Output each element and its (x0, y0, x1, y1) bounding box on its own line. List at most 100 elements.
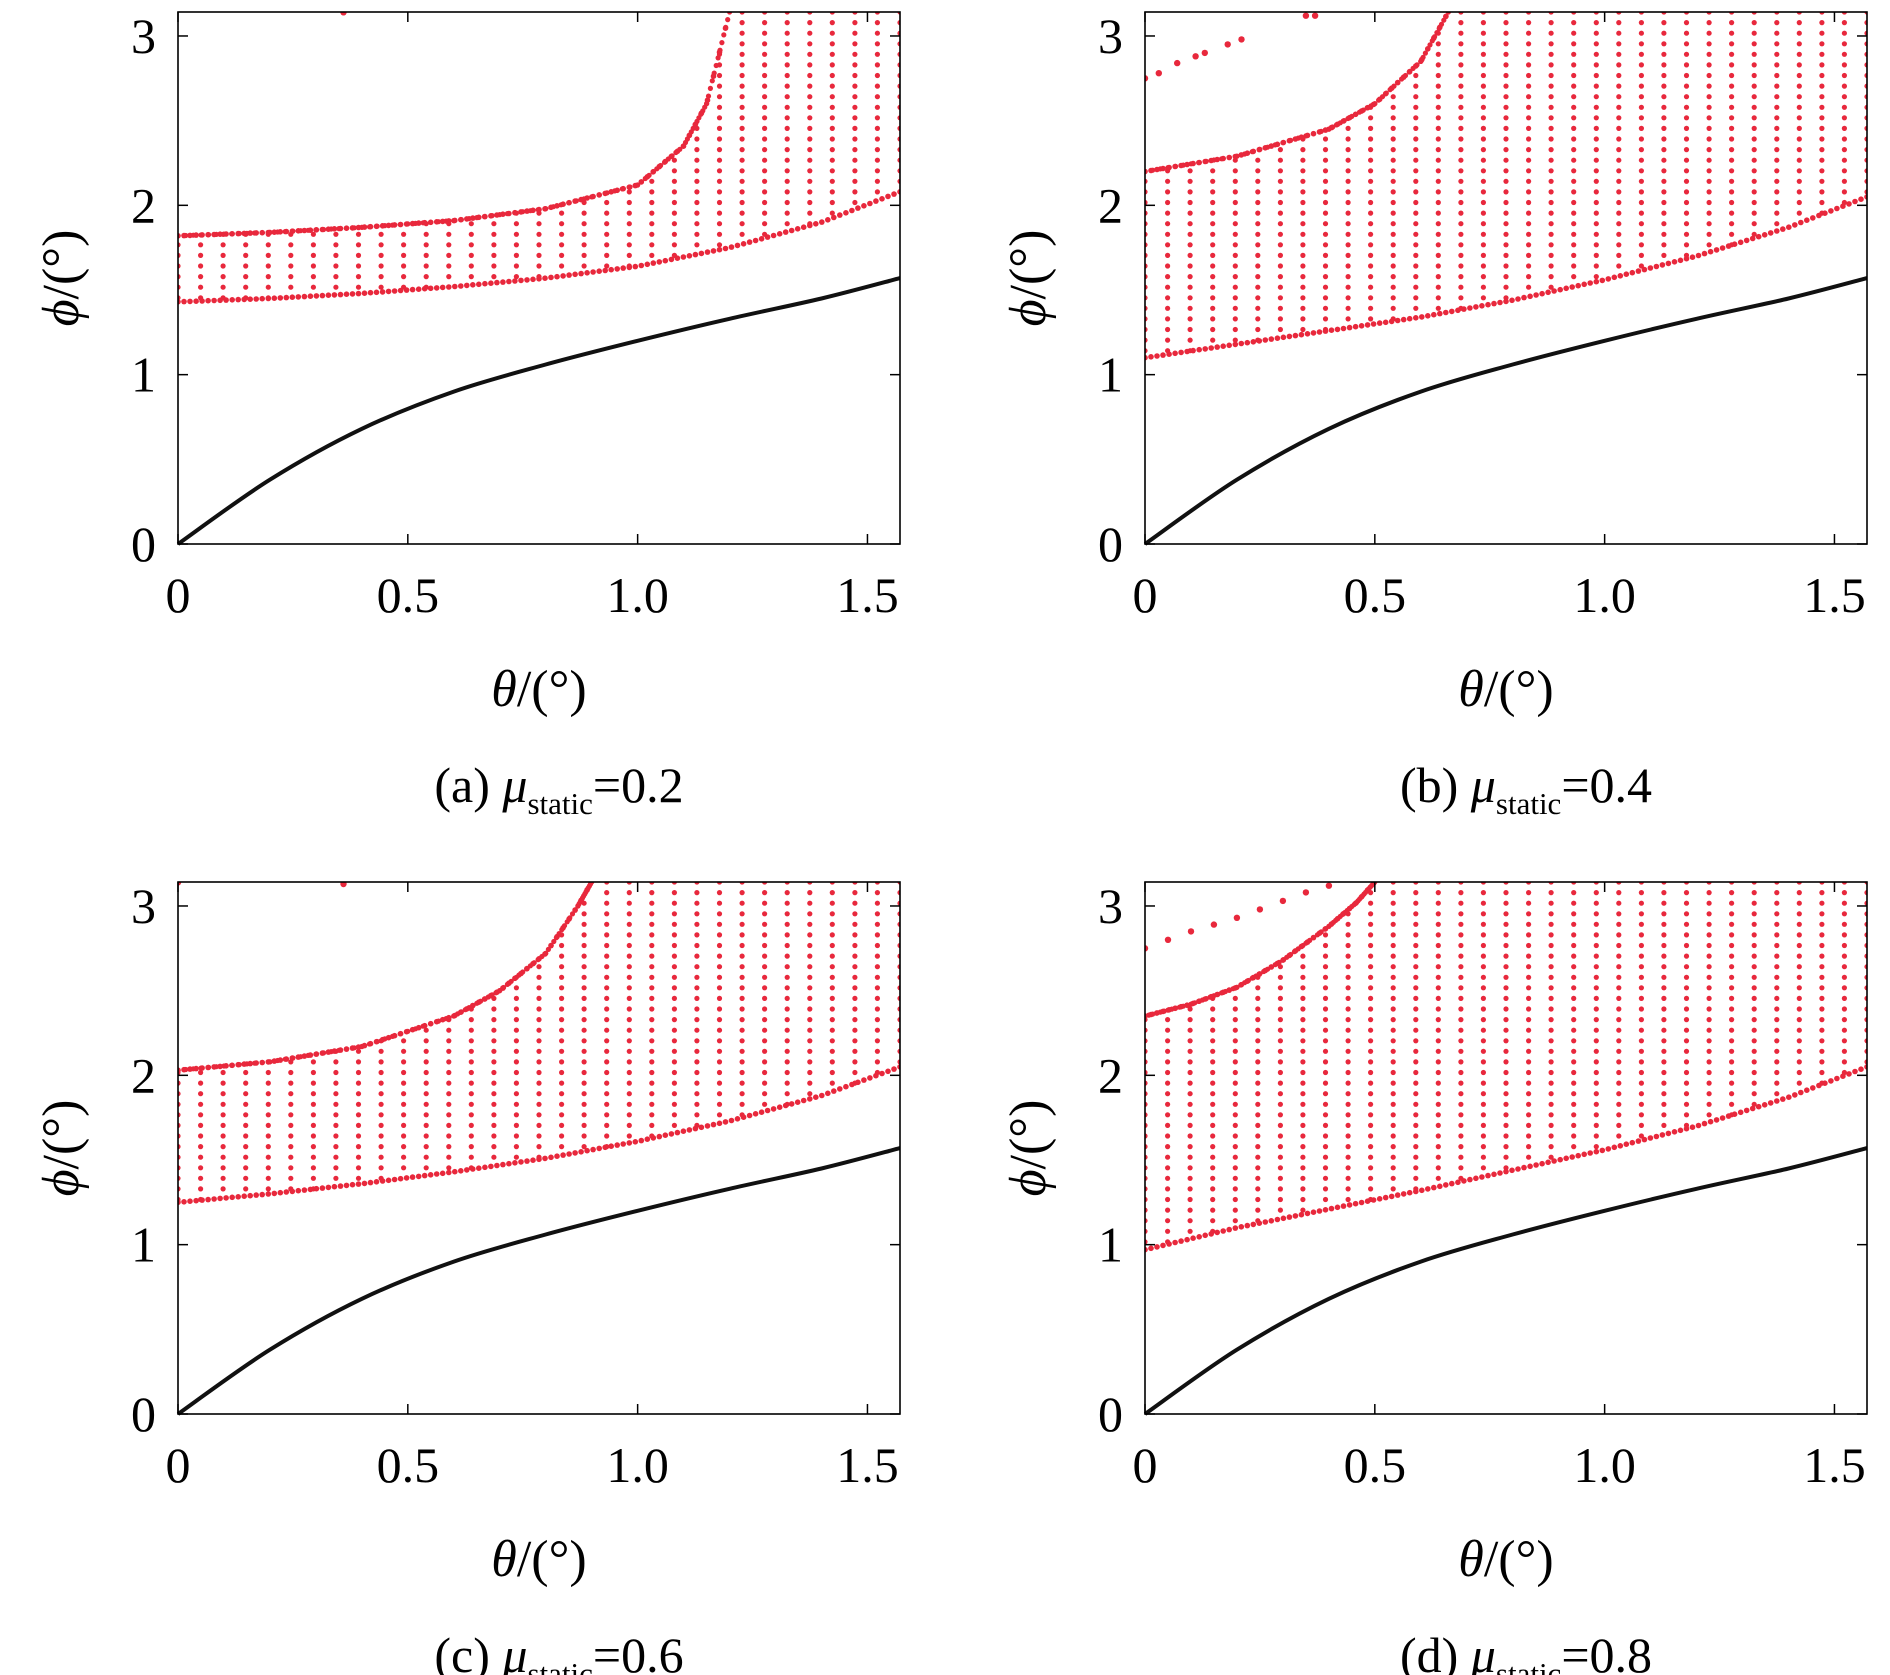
upper-boundary-dot (1307, 937, 1313, 944)
lower-boundary-dot (734, 242, 741, 249)
region-dot (1751, 1048, 1757, 1054)
region-dot (1480, 1112, 1486, 1118)
region-dot (1796, 1006, 1802, 1012)
region-dot (739, 94, 745, 100)
region-dot (1503, 953, 1509, 959)
region-dot (1638, 168, 1644, 174)
region-dot (1277, 1196, 1283, 1203)
region-dot (1232, 1207, 1238, 1213)
y-axis-unit: /(°) (33, 1100, 90, 1170)
lower-boundary-dot (1671, 259, 1678, 265)
region-dot (1300, 1207, 1306, 1213)
region-dot (1503, 1059, 1509, 1065)
region-dot (1277, 1101, 1283, 1107)
lower-boundary-dot (1425, 313, 1431, 319)
region-dot (671, 157, 678, 163)
lower-boundary-dot (1605, 1146, 1612, 1152)
region-dot (559, 1048, 565, 1054)
lower-boundary-dot (1262, 1219, 1269, 1225)
y-axis-symbol: ϕ (33, 299, 90, 326)
region-dot (198, 1091, 204, 1097)
x-tick-label: 1.0 (1573, 567, 1636, 623)
region-dot (1345, 974, 1351, 980)
lower-boundary-dot (536, 1156, 542, 1163)
region-dot (784, 1080, 790, 1086)
region-dot (716, 221, 723, 227)
region-dot (1165, 1186, 1171, 1192)
region-dot (513, 1080, 520, 1086)
region-dot (1503, 72, 1509, 79)
region-dot (784, 942, 790, 949)
region-dot (716, 1080, 723, 1086)
region-dot (1706, 51, 1712, 57)
y-axis-label: ϕ/(°) (1000, 230, 1057, 327)
lower-boundary-dot (1840, 1073, 1846, 1079)
region-dot (739, 942, 745, 949)
region-dot (807, 199, 813, 206)
region-dot (1796, 1027, 1802, 1033)
upper-boundary-dot (1249, 975, 1255, 981)
region-dot (1368, 284, 1374, 290)
region-dot (1571, 231, 1577, 237)
region-dot (1322, 1091, 1329, 1097)
region-dot (829, 51, 835, 57)
region-dot (1616, 157, 1622, 163)
region-dot (784, 210, 790, 216)
region-dot (468, 252, 474, 258)
region-dot (807, 985, 813, 991)
region-dot (1774, 72, 1780, 79)
region-dot (762, 1006, 768, 1012)
lower-boundary-dot (764, 1107, 771, 1114)
upper-boundary-dot (548, 942, 554, 949)
region-dot (1819, 974, 1825, 980)
lower-boundary-dot (1238, 1224, 1245, 1230)
region-dot (671, 921, 678, 927)
region-dot (423, 274, 429, 280)
lower-boundary-dot (1166, 1241, 1172, 1247)
region-dot (1526, 189, 1532, 195)
region-dot (1458, 1101, 1464, 1107)
region-dot (1345, 252, 1351, 258)
upper-boundary-dot (531, 960, 537, 966)
region-dot (1751, 178, 1757, 184)
region-dot (243, 242, 249, 248)
region-dot (1458, 30, 1464, 36)
lower-boundary-dot (1256, 338, 1263, 344)
lower-boundary-dot (710, 248, 717, 254)
region-dot (829, 178, 835, 184)
lower-boundary-dot (1713, 1117, 1720, 1123)
lower-boundary-dot (1172, 1239, 1178, 1246)
region-dot (784, 199, 790, 206)
region-dot (1368, 1122, 1374, 1128)
region-dot (1503, 964, 1509, 970)
region-dot (1593, 104, 1599, 110)
upper-boundary-dot (669, 153, 675, 159)
lower-boundary-dot (728, 244, 735, 250)
caption-prefix: (b) (1400, 757, 1471, 813)
x-tick-label: 0 (1133, 1437, 1158, 1493)
region-dot (784, 995, 790, 1002)
region-dot (1187, 274, 1193, 280)
region-dot (829, 1038, 835, 1044)
lower-boundary-dot (325, 292, 332, 299)
lower-boundary-dot (1419, 1187, 1425, 1194)
lower-boundary-dot (247, 296, 253, 303)
region-dot (649, 900, 655, 906)
region-dot (1480, 252, 1486, 258)
region-dot (807, 1048, 813, 1054)
region-dot (1232, 316, 1238, 322)
region-dot (1368, 1154, 1374, 1160)
lower-boundary-dot (433, 1171, 440, 1177)
region-dot (1616, 964, 1622, 970)
region-dot (1503, 30, 1509, 36)
region-dot (1165, 1175, 1171, 1181)
region-dot (581, 210, 587, 216)
upper-boundary-dot (1436, 25, 1442, 32)
region-dot (784, 104, 790, 110)
lower-boundary-dot (566, 1151, 572, 1157)
region-dot (784, 189, 790, 195)
region-dot (739, 1038, 745, 1044)
region-dot (1638, 30, 1644, 36)
region-dot (1210, 1207, 1216, 1213)
upper-boundary-dot (719, 40, 725, 46)
